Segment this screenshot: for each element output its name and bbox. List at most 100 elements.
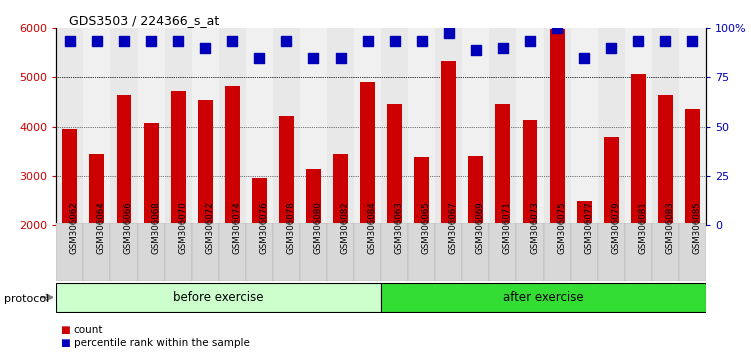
Bar [116, 95, 131, 225]
Bar [577, 201, 592, 225]
Bar [442, 61, 457, 225]
Bar [89, 154, 104, 225]
Bar [83, 28, 110, 225]
Bar [273, 28, 300, 225]
Bar [327, 28, 354, 225]
Text: GSM306079: GSM306079 [611, 201, 620, 254]
Text: GSM306076: GSM306076 [259, 201, 268, 254]
Point [443, 30, 455, 36]
Text: GSM306082: GSM306082 [340, 201, 349, 254]
FancyBboxPatch shape [571, 223, 598, 281]
Text: GSM306081: GSM306081 [638, 201, 647, 254]
Text: GSM306071: GSM306071 [503, 201, 512, 254]
Point [253, 55, 265, 61]
Text: GSM306072: GSM306072 [205, 201, 214, 254]
Text: GSM306075: GSM306075 [557, 201, 566, 254]
Bar [164, 28, 192, 225]
FancyBboxPatch shape [625, 223, 652, 281]
FancyBboxPatch shape [381, 283, 706, 312]
Bar [679, 28, 706, 225]
Bar [544, 28, 571, 225]
Point [659, 38, 671, 44]
Text: after exercise: after exercise [503, 291, 584, 304]
Text: GSM306066: GSM306066 [124, 201, 133, 254]
Text: GSM306074: GSM306074 [232, 201, 241, 254]
Bar [409, 28, 436, 225]
Point [605, 45, 617, 51]
Text: GSM306084: GSM306084 [367, 201, 376, 254]
Bar [198, 99, 213, 225]
Bar [62, 129, 77, 225]
Point [145, 38, 157, 44]
Text: GSM306077: GSM306077 [584, 201, 593, 254]
Bar [652, 28, 679, 225]
Bar [381, 28, 409, 225]
Point [578, 55, 590, 61]
Text: GSM306080: GSM306080 [313, 201, 322, 254]
Text: GSM306063: GSM306063 [395, 201, 404, 254]
Text: GSM306065: GSM306065 [422, 201, 431, 254]
Bar [604, 137, 619, 225]
Point [524, 38, 536, 44]
FancyBboxPatch shape [219, 223, 246, 281]
Point [632, 38, 644, 44]
Text: GSM306083: GSM306083 [665, 201, 674, 254]
FancyBboxPatch shape [83, 223, 110, 281]
FancyBboxPatch shape [164, 223, 192, 281]
Text: before exercise: before exercise [173, 291, 264, 304]
Text: protocol: protocol [4, 294, 49, 304]
Text: GSM306085: GSM306085 [692, 201, 701, 254]
FancyBboxPatch shape [436, 223, 463, 281]
Bar [598, 28, 625, 225]
Text: ■: ■ [60, 338, 70, 348]
FancyBboxPatch shape [246, 223, 273, 281]
FancyBboxPatch shape [679, 223, 706, 281]
Bar [571, 28, 598, 225]
FancyBboxPatch shape [381, 223, 409, 281]
FancyBboxPatch shape [110, 223, 137, 281]
Point [226, 38, 238, 44]
Bar [685, 109, 700, 225]
Text: GSM306062: GSM306062 [70, 201, 79, 254]
Bar [279, 116, 294, 225]
FancyBboxPatch shape [598, 223, 625, 281]
Bar [388, 104, 402, 225]
Point [172, 38, 184, 44]
FancyBboxPatch shape [354, 223, 381, 281]
Text: GSM306078: GSM306078 [286, 201, 295, 254]
Point [416, 38, 428, 44]
Point [280, 38, 292, 44]
Bar [436, 28, 463, 225]
Text: percentile rank within the sample: percentile rank within the sample [74, 338, 249, 348]
Bar [631, 74, 646, 225]
Bar [306, 169, 321, 225]
FancyBboxPatch shape [56, 223, 83, 281]
Point [686, 38, 698, 44]
Point [199, 45, 211, 51]
FancyBboxPatch shape [544, 223, 571, 281]
Text: count: count [74, 325, 103, 335]
Bar [354, 28, 381, 225]
FancyBboxPatch shape [490, 223, 517, 281]
Text: ■: ■ [60, 325, 70, 335]
Text: GSM306070: GSM306070 [178, 201, 187, 254]
FancyBboxPatch shape [517, 223, 544, 281]
FancyBboxPatch shape [137, 223, 164, 281]
Point [361, 38, 373, 44]
FancyBboxPatch shape [652, 223, 679, 281]
FancyBboxPatch shape [273, 223, 300, 281]
Bar [252, 178, 267, 225]
Bar [333, 154, 348, 225]
Point [470, 47, 482, 53]
Text: GSM306064: GSM306064 [97, 201, 106, 254]
Bar [360, 82, 375, 225]
Text: GSM306067: GSM306067 [449, 201, 458, 254]
Bar [192, 28, 219, 225]
Bar [143, 122, 158, 225]
Bar [490, 28, 517, 225]
Bar [625, 28, 652, 225]
FancyBboxPatch shape [409, 223, 436, 281]
Bar [517, 28, 544, 225]
FancyBboxPatch shape [192, 223, 219, 281]
FancyBboxPatch shape [300, 223, 327, 281]
